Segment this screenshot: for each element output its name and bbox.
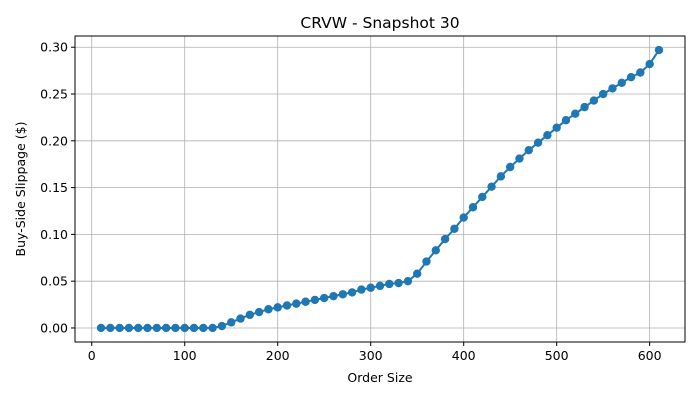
- x-tick-label: 600: [638, 348, 662, 363]
- data-point: [245, 310, 255, 320]
- data-point: [608, 84, 617, 93]
- data-point: [161, 323, 171, 333]
- data-point: [450, 224, 459, 233]
- data-point: [505, 162, 515, 172]
- data-point: [626, 72, 636, 82]
- y-tick-label: 0.05: [40, 274, 68, 289]
- data-point: [329, 291, 338, 301]
- x-tick-label: 400: [452, 348, 476, 363]
- data-point: [533, 138, 543, 147]
- data-point: [571, 109, 580, 118]
- data-point: [580, 102, 589, 112]
- y-axis-label: Buy-Side Slippage ($): [13, 122, 28, 257]
- data-point: [115, 323, 124, 333]
- x-axis-label: Order Size: [347, 370, 412, 385]
- data-point: [310, 295, 320, 305]
- data-point: [440, 234, 450, 244]
- data-point: [487, 182, 496, 191]
- data-point: [524, 145, 533, 155]
- data-point: [496, 172, 506, 181]
- data-point: [459, 213, 468, 222]
- data-point: [394, 278, 403, 288]
- data-point: [617, 78, 626, 87]
- series-layer: [96, 45, 664, 333]
- x-axis: 0 100 200 300 400 500 600: [88, 342, 662, 363]
- data-point: [552, 123, 561, 132]
- data-point: [96, 323, 106, 333]
- y-tick-label: 0.15: [40, 180, 68, 195]
- y-tick-label: 0.00: [40, 320, 68, 335]
- data-point: [189, 323, 199, 333]
- y-tick-label: 0.10: [40, 227, 68, 242]
- data-point: [171, 323, 180, 333]
- x-tick-label: 300: [359, 348, 383, 363]
- data-point: [347, 288, 357, 297]
- data-point: [412, 269, 422, 278]
- data-point: [143, 323, 152, 333]
- data-point: [385, 279, 394, 289]
- data-point: [431, 246, 440, 255]
- data-point: [199, 323, 208, 333]
- data-point: [208, 323, 217, 333]
- data-point: [320, 293, 329, 303]
- data-point: [645, 59, 654, 69]
- x-tick-label: 100: [173, 348, 197, 363]
- y-axis: 0.00 0.05 0.10 0.15 0.20 0.25 0.30: [40, 40, 75, 335]
- plot-frame: [74, 35, 686, 343]
- data-point: [366, 283, 375, 292]
- data-point: [338, 290, 348, 299]
- y-tick-label: 0.20: [40, 133, 68, 148]
- data-point: [227, 318, 236, 327]
- chart-title: CRVW - Snapshot 30: [300, 14, 459, 32]
- data-point: [152, 323, 162, 333]
- x-tick-label: 500: [545, 348, 569, 363]
- data-point: [264, 305, 273, 314]
- data-point: [292, 299, 301, 308]
- data-point: [273, 303, 282, 312]
- x-tick-label: 0: [88, 348, 96, 363]
- data-point: [124, 323, 134, 333]
- data-point: [375, 281, 385, 291]
- data-point: [282, 301, 292, 310]
- data-point: [561, 116, 571, 125]
- x-tick-label: 200: [266, 348, 290, 363]
- data-point: [106, 323, 115, 333]
- y-tick-label: 0.25: [40, 87, 68, 102]
- data-point: [468, 203, 478, 212]
- data-point: [357, 285, 366, 294]
- data-point: [403, 276, 413, 286]
- data-point: [515, 154, 524, 163]
- data-point: [301, 297, 310, 306]
- data-point: [254, 307, 264, 317]
- y-tick-label: 0.30: [40, 40, 68, 55]
- data-point: [134, 323, 143, 333]
- data-point: [589, 96, 599, 105]
- data-point: [236, 314, 245, 323]
- data-point: [217, 321, 227, 331]
- data-point: [598, 89, 608, 99]
- data-point: [478, 192, 487, 202]
- grid: [75, 36, 685, 342]
- data-point: [180, 323, 189, 333]
- data-point: [422, 257, 431, 266]
- data-point: [654, 45, 664, 55]
- data-point: [543, 130, 552, 140]
- data-point: [636, 68, 645, 77]
